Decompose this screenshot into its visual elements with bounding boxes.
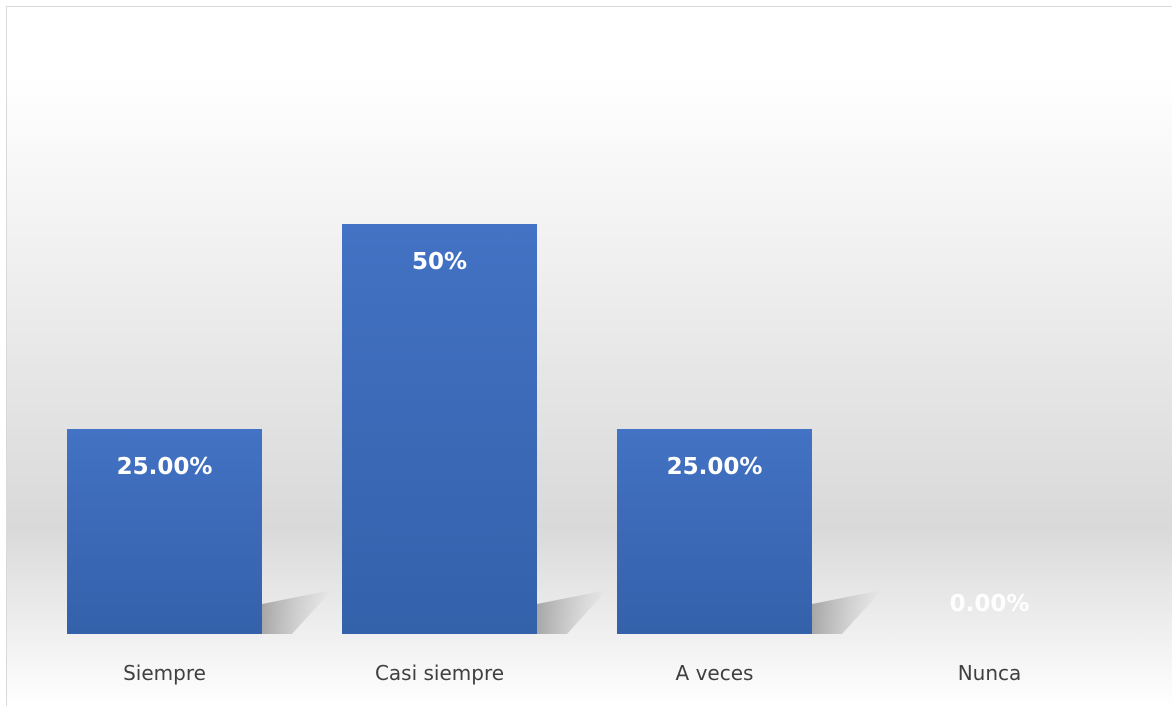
category-label: A veces <box>676 661 754 685</box>
bar-shadow <box>812 590 882 634</box>
bar-chart: 25.00% 50% 25.00% 0.00% Siempre Casi siempre… <box>67 224 1030 685</box>
bar-siempre <box>67 429 262 634</box>
category-label: Siempre <box>123 661 206 685</box>
bars <box>67 224 812 634</box>
bar-shadow <box>262 590 332 634</box>
data-label: 25.00% <box>117 454 213 480</box>
bar-a-veces <box>617 429 812 634</box>
bar-shadow <box>537 590 607 634</box>
data-label: 0.00% <box>950 591 1030 617</box>
data-label: 50% <box>412 249 467 275</box>
data-label: 25.00% <box>667 454 763 480</box>
category-label: Nunca <box>958 661 1022 685</box>
bar-casi-siempre <box>342 224 537 634</box>
data-labels: 25.00% 50% 25.00% 0.00% <box>117 249 1030 617</box>
chart-area: 25.00% 50% 25.00% 0.00% Siempre Casi siempre… <box>6 6 1172 706</box>
category-labels: Siempre Casi siempre A veces Nunca <box>123 661 1021 685</box>
category-label: Casi siempre <box>375 661 504 685</box>
bar-shadows <box>262 590 882 634</box>
